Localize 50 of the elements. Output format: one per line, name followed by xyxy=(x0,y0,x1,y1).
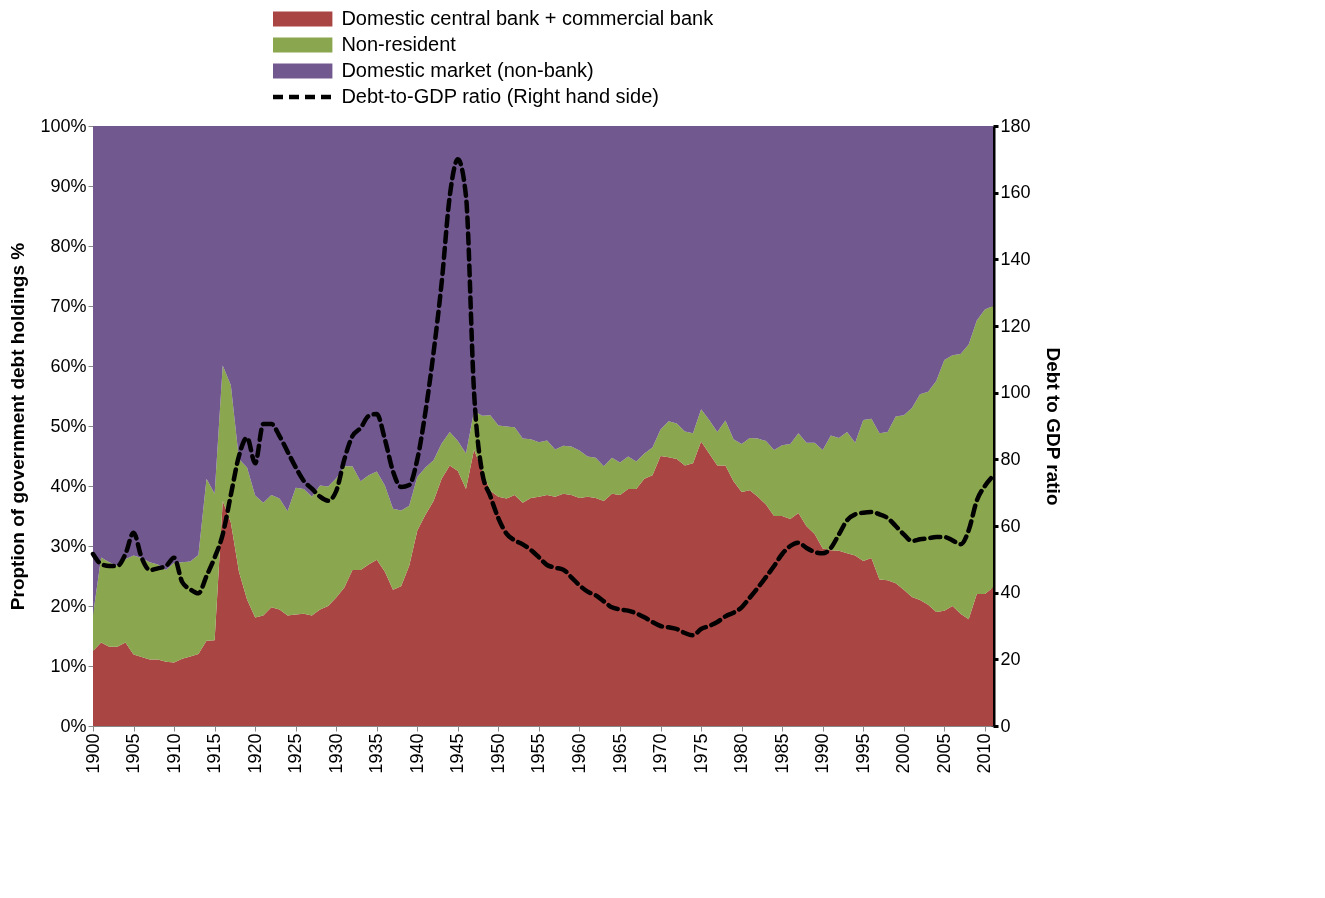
x-tick-label: 1955 xyxy=(528,733,549,774)
x-tick-label: 1950 xyxy=(487,733,508,774)
legend-label: Domestic market (non-bank) xyxy=(341,59,594,81)
x-tick-label: 1995 xyxy=(852,733,873,774)
y2-tick-label: 0 xyxy=(1000,715,1011,736)
x-tick-label: 1975 xyxy=(690,733,711,774)
x-tick-label: 2000 xyxy=(893,733,914,774)
y2-axis-title: Debt to GDP ratio xyxy=(1042,347,1064,506)
x-tick-label: 1940 xyxy=(406,733,427,774)
y2-tick-label: 20 xyxy=(1000,648,1021,669)
legend-label: Debt-to-GDP ratio (Right hand side) xyxy=(341,85,659,107)
x-tick-label: 1920 xyxy=(244,733,265,774)
x-tick-label: 1900 xyxy=(82,733,103,774)
x-tick-label: 1915 xyxy=(204,733,225,774)
y2-tick-label: 80 xyxy=(1000,448,1021,469)
y2-tick-label: 120 xyxy=(1000,315,1031,336)
x-tick-label: 1985 xyxy=(771,733,792,774)
y-tick-label: 50% xyxy=(50,415,87,436)
x-tick-label: 1970 xyxy=(650,733,671,774)
y-tick-label: 40% xyxy=(50,475,87,496)
y-tick-label: 10% xyxy=(50,655,87,676)
y2-tick-label: 180 xyxy=(1000,115,1031,136)
legend-label: Domestic central bank + commercial bank xyxy=(341,7,715,29)
x-tick-label: 1965 xyxy=(609,733,630,774)
x-tick-label: 2005 xyxy=(933,733,954,774)
x-tick-label: 1905 xyxy=(123,733,144,774)
x-tick-label: 1990 xyxy=(812,733,833,774)
y2-tick-label: 160 xyxy=(1000,182,1031,203)
y-tick-label: 60% xyxy=(50,355,87,376)
y-tick-label: 90% xyxy=(50,175,87,196)
x-tick-label: 1935 xyxy=(366,733,387,774)
y-axis-title: Proption of government debt holdings % xyxy=(7,242,29,611)
y2-tick-label: 100 xyxy=(1000,382,1031,403)
y2-tick-label: 60 xyxy=(1000,515,1021,536)
x-tick-label: 1980 xyxy=(731,733,752,774)
x-tick-label: 1960 xyxy=(568,733,589,774)
x-tick-label: 1910 xyxy=(163,733,184,774)
y-tick-label: 20% xyxy=(50,595,87,616)
y2-tick-label: 140 xyxy=(1000,248,1031,269)
x-tick-label: 1930 xyxy=(325,733,346,774)
y-tick-label: 0% xyxy=(60,715,87,736)
y2-tick-label: 40 xyxy=(1000,582,1021,603)
y-tick-label: 80% xyxy=(50,235,87,256)
legend-label: Non-resident xyxy=(341,33,457,55)
x-tick-label: 2010 xyxy=(974,733,995,774)
x-tick-label: 1945 xyxy=(447,733,468,774)
y-tick-label: 30% xyxy=(50,535,87,556)
y-tick-label: 100% xyxy=(40,115,87,136)
y-tick-label: 70% xyxy=(50,295,87,316)
x-tick-label: 1925 xyxy=(285,733,306,774)
